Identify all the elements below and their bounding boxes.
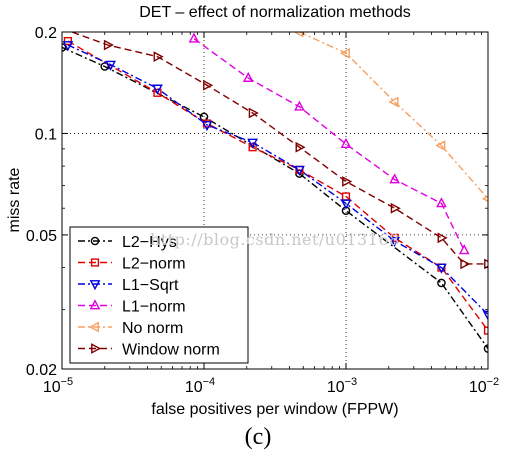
legend: L2−Hys L2−norm L1−Sqrt L1−norm No norm Window…: [69, 226, 249, 364]
data-point: [295, 141, 306, 153]
data-point: [105, 60, 116, 71]
data-point: [436, 263, 447, 274]
data-point: [201, 121, 213, 132]
legend-marker: [89, 299, 101, 310]
series-line: [69, 32, 488, 265]
data-point: [342, 176, 353, 187]
data-point: [388, 96, 399, 108]
data-point: [437, 278, 446, 288]
series-line: [67, 40, 488, 332]
data-point: [242, 71, 254, 82]
x-tick-label: 10−4: [185, 376, 215, 396]
data-point: [294, 165, 305, 177]
data-point: [293, 32, 304, 38]
data-point: [63, 36, 72, 46]
y-tick-label: 0.05: [26, 228, 57, 245]
series-group: [59, 24, 488, 270]
data-point: [389, 173, 400, 184]
data-point: [460, 258, 471, 270]
series-group: [188, 32, 470, 255]
x-tick-label: 10−3: [327, 376, 357, 396]
legend-label: L2−Hys: [122, 234, 177, 251]
data-point: [59, 24, 67, 32]
data-point: [203, 79, 214, 91]
legend-label: L2−norm: [122, 256, 186, 273]
legend-label: Window norm: [122, 342, 220, 359]
data-point: [248, 107, 259, 119]
data-point: [339, 47, 350, 59]
legend-marker: [90, 258, 100, 267]
series-line: [193, 38, 465, 251]
series-line: [299, 32, 488, 200]
data-point: [62, 41, 74, 52]
x-axis-label: false positives per window (FPPW): [151, 401, 398, 418]
data-point: [389, 236, 400, 248]
series-line: [67, 44, 488, 316]
data-point: [188, 32, 200, 43]
y-axis-label: miss rate: [6, 167, 23, 232]
y-tick-label: 0.2: [35, 25, 57, 42]
data-point: [103, 39, 114, 51]
chart-title: DET – effect of normalization methods: [139, 4, 411, 21]
data-point: [483, 326, 488, 335]
data-point: [435, 140, 446, 152]
data-point: [294, 100, 305, 111]
series-layer: [59, 24, 488, 353]
x-tick-label: 10−2: [469, 376, 499, 396]
series-line: [62, 46, 488, 349]
legend-box: [69, 226, 249, 364]
y-tick-label: 0.1: [35, 126, 57, 143]
series-group: [62, 41, 488, 321]
data-point: [247, 138, 258, 149]
axis-ticks: 10−5 10−4 10−3 10−2 0.02 0.05 0.1 0.2: [26, 25, 499, 396]
data-point: [153, 88, 162, 97]
data-point: [248, 143, 257, 152]
plot-frame: [61, 31, 489, 370]
data-point: [340, 137, 352, 148]
data-point: [436, 197, 447, 208]
legend-marker: [89, 280, 101, 291]
data-point: [482, 310, 488, 321]
data-point: [481, 195, 488, 203]
watermark-text: http://blog.csdn.net/u013168: [150, 230, 400, 249]
series-group: [293, 32, 488, 203]
data-point: [340, 199, 352, 210]
data-point: [437, 232, 448, 244]
data-point: [458, 244, 470, 255]
legend-label: L1−Sqrt: [122, 277, 179, 294]
legend-marker: [90, 236, 100, 246]
legend-label: L1−norm: [122, 299, 186, 316]
data-point: [152, 84, 163, 95]
legend-marker: [88, 321, 99, 333]
data-point: [153, 51, 164, 63]
x-tick-label: 10−5: [43, 376, 73, 396]
legend-marker: [91, 343, 102, 354]
y-tick-label: 0.02: [26, 362, 57, 379]
data-point: [484, 258, 488, 270]
figure-caption: (c): [244, 424, 272, 450]
legend-label: No norm: [122, 320, 183, 337]
data-point: [390, 202, 401, 214]
